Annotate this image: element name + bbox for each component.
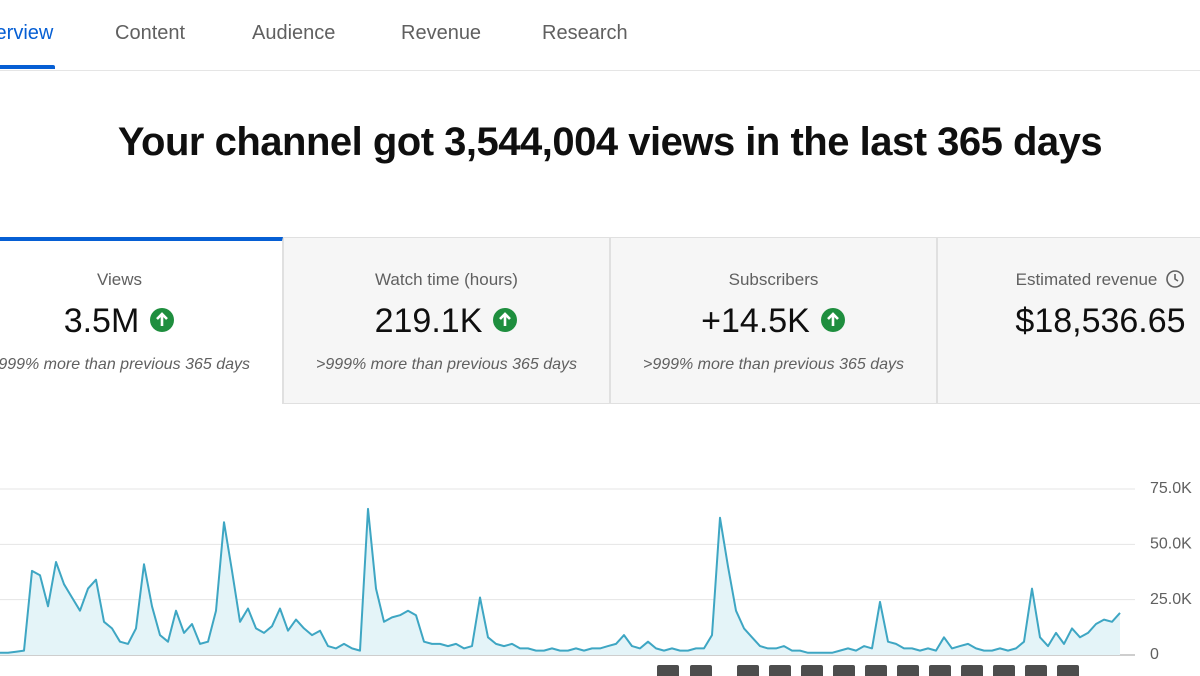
metric-comparison: >999% more than previous 365 days [0, 356, 251, 373]
metric-comparison: >999% more than previous 365 days [642, 356, 905, 373]
area [0, 508, 1120, 655]
up-icon [150, 308, 175, 333]
tab[interactable]: Research [542, 22, 628, 44]
y-tick-label: 0 [1150, 646, 1159, 663]
tab[interactable]: Revenue [401, 22, 482, 44]
metric-label: Estimated revenue [1015, 270, 1158, 289]
metric-value: +14.5K [701, 302, 810, 340]
clock-icon[interactable] [1165, 269, 1185, 289]
metric-card[interactable]: Estimated revenue $18,536.65 [937, 237, 1200, 404]
active-tab-indicator [0, 65, 55, 69]
metric-value-row: 219.1K [284, 302, 609, 341]
up-icon [493, 308, 518, 333]
tab[interactable]: Overview [0, 22, 54, 44]
metric-card[interactable]: Views 3.5M >999% more than previous 365 … [0, 237, 283, 404]
metric-value: 3.5M [63, 302, 140, 340]
metric-label: Subscribers [728, 270, 819, 289]
metric-label-row: Estimated revenue [938, 269, 1200, 291]
y-tick-label: 75.0K [1150, 480, 1192, 497]
metric-comparison: >999% more than previous 365 days [315, 356, 578, 373]
y-tick-label: 25.0K [1150, 591, 1192, 608]
metric-card[interactable]: Watch time (hours) 219.1K >999% more tha… [283, 237, 610, 404]
metric-value: 219.1K [374, 302, 483, 340]
up-icon [820, 308, 845, 333]
tab[interactable]: Content [115, 22, 186, 44]
metric-card[interactable]: Subscribers +14.5K >999% more than previ… [610, 237, 937, 404]
headline: Your channel got 3,544,004 views in the … [117, 120, 1103, 164]
metric-label: Watch time (hours) [375, 270, 518, 289]
metric-value-row: +14.5K [611, 302, 936, 341]
tab[interactable]: Audience [252, 22, 336, 44]
metric-value: $18,536.65 [1015, 302, 1186, 340]
date-markers [657, 665, 1079, 676]
metric-label: Views [96, 270, 143, 289]
y-tick-label: 50.0K [1150, 536, 1192, 553]
line [0, 507, 1121, 654]
metric-value-row: 3.5M [0, 302, 282, 341]
divider [0, 70, 1200, 71]
